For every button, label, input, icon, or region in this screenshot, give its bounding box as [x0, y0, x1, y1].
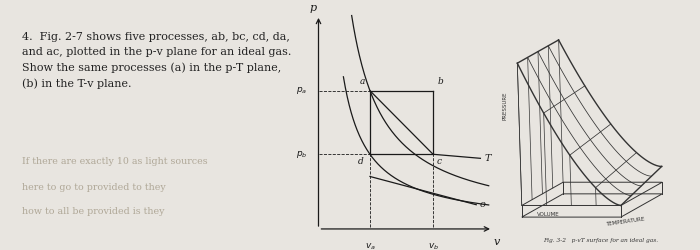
Text: o: o: [480, 200, 485, 209]
Text: a: a: [360, 77, 365, 86]
Text: $p_a$: $p_a$: [297, 85, 308, 96]
Text: b: b: [438, 77, 444, 86]
Text: how to all be provided is they: how to all be provided is they: [22, 208, 164, 216]
Text: $p_b$: $p_b$: [296, 149, 308, 160]
Text: T: T: [484, 154, 491, 163]
Text: TEMPERATURE: TEMPERATURE: [606, 216, 645, 227]
Text: VOLUME: VOLUME: [538, 212, 560, 217]
Text: here to go to provided to they: here to go to provided to they: [22, 182, 166, 192]
Text: v: v: [494, 237, 500, 247]
Text: If there are exactly 10 as light sources: If there are exactly 10 as light sources: [22, 158, 208, 166]
Text: d: d: [358, 157, 363, 166]
Text: 4.  Fig. 2-7 shows five processes, ab, bc, cd, da,
and ac, plotted in the p-v pl: 4. Fig. 2-7 shows five processes, ab, bc…: [22, 32, 292, 89]
Text: PRESSURE: PRESSURE: [503, 91, 507, 120]
Text: $v_a$: $v_a$: [365, 241, 375, 250]
Text: $v_b$: $v_b$: [428, 241, 439, 250]
Text: c: c: [436, 157, 442, 166]
Text: p: p: [309, 3, 316, 13]
Text: Fig. 3-2   p-vT surface for an ideal gas.: Fig. 3-2 p-vT surface for an ideal gas.: [542, 238, 658, 243]
